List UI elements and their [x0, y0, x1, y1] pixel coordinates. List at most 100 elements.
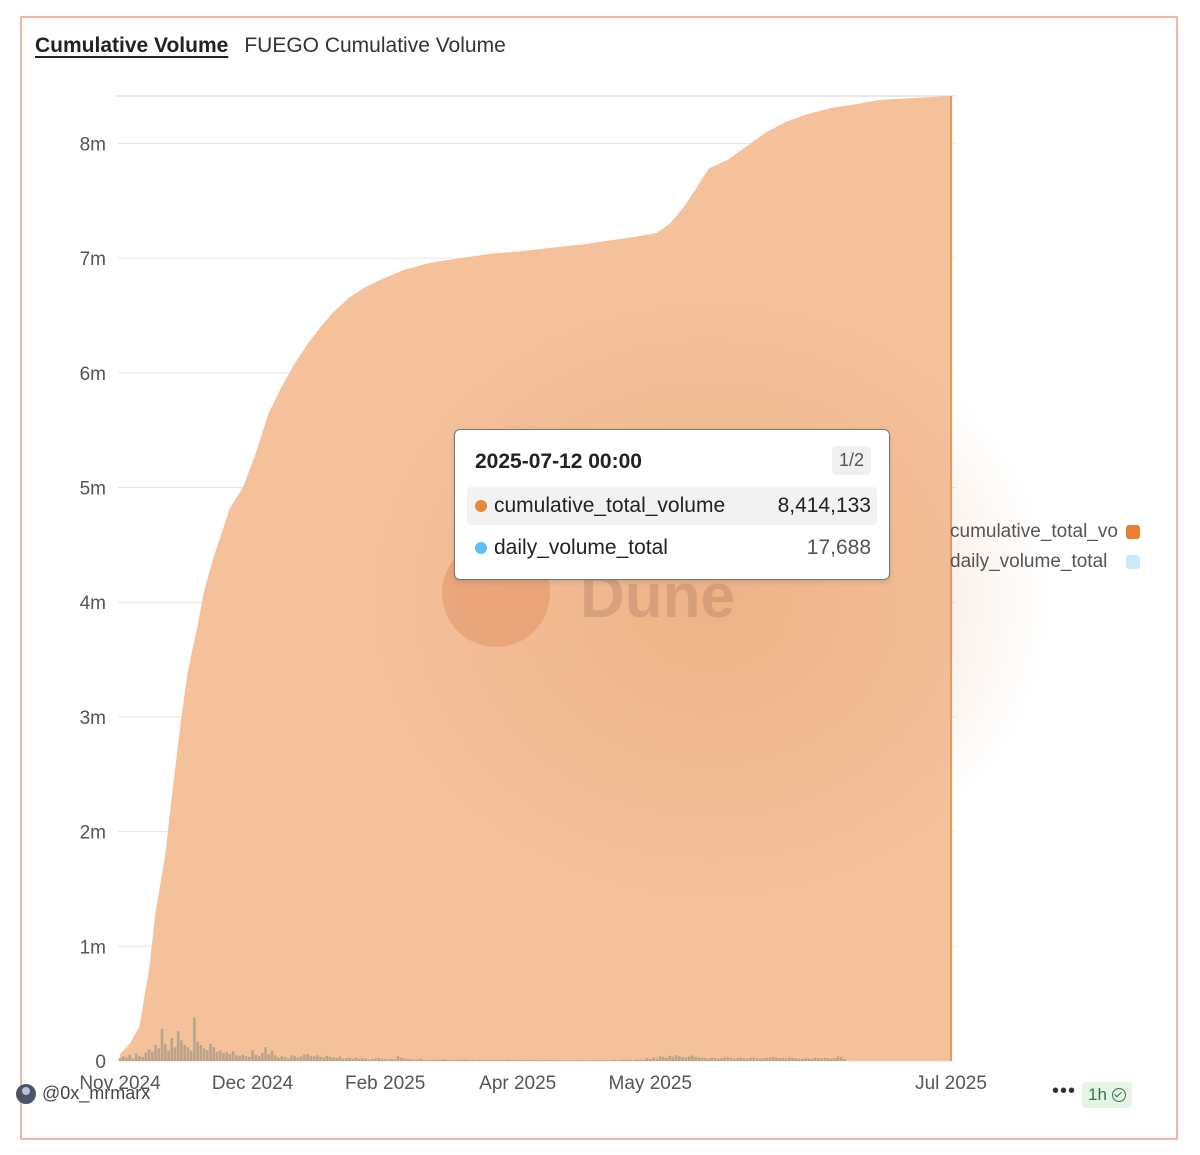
tooltip: 2025-07-12 00:00 1/2 cumulative_total_vo…	[454, 429, 890, 580]
daily-volume-bar	[364, 1058, 368, 1061]
daily-volume-bar	[765, 1057, 768, 1061]
daily-volume-bar	[720, 1058, 723, 1061]
daily-volume-bar	[196, 1041, 199, 1061]
daily-volume-bar	[613, 1059, 617, 1061]
daily-volume-bar	[345, 1058, 348, 1061]
daily-volume-bar	[338, 1056, 342, 1061]
tooltip-row-daily: daily_volume_total 17,688	[467, 529, 877, 567]
daily-volume-bar	[290, 1055, 293, 1061]
daily-volume-bar	[571, 1060, 574, 1062]
legend-item-cumulative[interactable]: cumulative_total_volume	[950, 521, 1150, 547]
daily-volume-bar	[678, 1056, 681, 1061]
refresh-badge[interactable]: 1h	[1082, 1082, 1132, 1108]
daily-volume-bar	[180, 1040, 183, 1061]
daily-volume-bar	[419, 1058, 423, 1061]
daily-volume-bar	[209, 1043, 212, 1061]
daily-volume-bar	[519, 1060, 523, 1061]
daily-volume-bar	[474, 1060, 477, 1061]
daily-volume-bar	[260, 1052, 264, 1061]
daily-volume-bar	[532, 1059, 536, 1061]
daily-volume-bar	[587, 1060, 591, 1062]
y-tick-label: 1m	[80, 937, 106, 958]
daily-volume-bar	[778, 1058, 781, 1061]
daily-volume-bar	[160, 1028, 164, 1061]
y-axis: 0 1m 2m 3m 4m 5m 6m 7m 8m	[80, 134, 106, 1073]
daily-volume-bar	[652, 1057, 655, 1061]
daily-volume-bar	[797, 1058, 801, 1061]
daily-volume-bar	[600, 1060, 604, 1061]
daily-volume-bar	[303, 1054, 306, 1061]
daily-volume-bar	[309, 1055, 313, 1061]
daily-volume-bar	[684, 1057, 688, 1061]
more-options-icon[interactable]: •••	[1052, 1080, 1077, 1102]
series-dot-icon	[475, 542, 487, 554]
daily-volume-bar	[700, 1057, 704, 1061]
daily-volume-bar	[542, 1060, 545, 1061]
daily-volume-bar	[629, 1059, 633, 1061]
daily-volume-bar	[742, 1058, 746, 1061]
daily-volume-bar	[141, 1056, 144, 1061]
daily-volume-bar	[121, 1056, 125, 1061]
daily-volume-bar	[594, 1060, 597, 1061]
y-tick-label: 0	[95, 1052, 106, 1073]
daily-volume-bar	[125, 1057, 128, 1061]
y-tick-label: 6m	[80, 364, 106, 385]
daily-volume-bar	[788, 1057, 791, 1061]
daily-volume-bar	[577, 1060, 581, 1061]
author-link[interactable]: @0x_mrmarx	[16, 1083, 150, 1104]
daily-volume-bar	[490, 1059, 494, 1061]
daily-volume-bar	[752, 1057, 756, 1061]
daily-volume-bar	[691, 1055, 694, 1061]
daily-volume-bar	[658, 1056, 662, 1061]
daily-volume-bar	[813, 1057, 817, 1061]
daily-volume-bar	[322, 1057, 325, 1061]
daily-volume-bar	[390, 1058, 393, 1061]
daily-volume-bar	[610, 1060, 613, 1061]
daily-volume-bar	[726, 1056, 730, 1061]
daily-volume-bar	[225, 1052, 228, 1061]
daily-volume-bar	[642, 1059, 646, 1061]
daily-volume-bar	[325, 1055, 329, 1061]
daily-volume-bar	[755, 1058, 759, 1061]
daily-volume-bar	[370, 1058, 374, 1061]
daily-volume-bar	[312, 1056, 316, 1061]
daily-volume-bar	[568, 1060, 571, 1062]
series-dot-icon	[475, 500, 487, 512]
daily-volume-bar	[461, 1059, 465, 1061]
daily-volume-bar	[781, 1057, 785, 1061]
daily-volume-bar	[438, 1059, 442, 1061]
y-tick-label: 2m	[80, 823, 106, 844]
daily-volume-bar	[768, 1057, 772, 1061]
daily-volume-bar	[377, 1057, 380, 1061]
daily-volume-bar	[403, 1058, 406, 1061]
daily-volume-bar	[636, 1059, 639, 1061]
daily-volume-bar	[574, 1060, 578, 1061]
daily-volume-bar	[655, 1058, 659, 1061]
legend-item-daily[interactable]: daily_volume_total	[950, 551, 1150, 577]
daily-volume-bar	[131, 1058, 135, 1061]
tooltip-pager[interactable]: 1/2	[831, 446, 871, 475]
legend-label: cumulative_total_volume	[950, 521, 1118, 542]
daily-volume-bar	[118, 1058, 122, 1061]
daily-volume-bar	[810, 1058, 814, 1061]
daily-volume-bar	[442, 1059, 445, 1061]
tooltip-series-value: 8,414,133	[777, 494, 871, 517]
daily-volume-bar	[487, 1060, 490, 1061]
daily-volume-bar	[551, 1060, 555, 1062]
tab-cumulative-volume[interactable]: Cumulative Volume	[35, 34, 229, 57]
tooltip-series-value: 17,688	[806, 536, 871, 559]
daily-volume-bar	[328, 1056, 332, 1061]
daily-volume-bar	[454, 1059, 458, 1061]
daily-volume-bar	[435, 1059, 439, 1061]
daily-volume-bar	[215, 1051, 219, 1061]
daily-volume-bar	[707, 1058, 710, 1061]
daily-volume-bar	[836, 1056, 840, 1061]
daily-volume-bar	[807, 1058, 811, 1061]
daily-volume-bar	[739, 1057, 743, 1061]
daily-volume-bar	[603, 1060, 607, 1062]
daily-volume-bar	[448, 1059, 452, 1061]
daily-volume-bar	[590, 1060, 594, 1062]
daily-volume-bar	[839, 1056, 843, 1061]
daily-volume-bar	[639, 1059, 642, 1061]
daily-volume-bar	[713, 1058, 717, 1061]
